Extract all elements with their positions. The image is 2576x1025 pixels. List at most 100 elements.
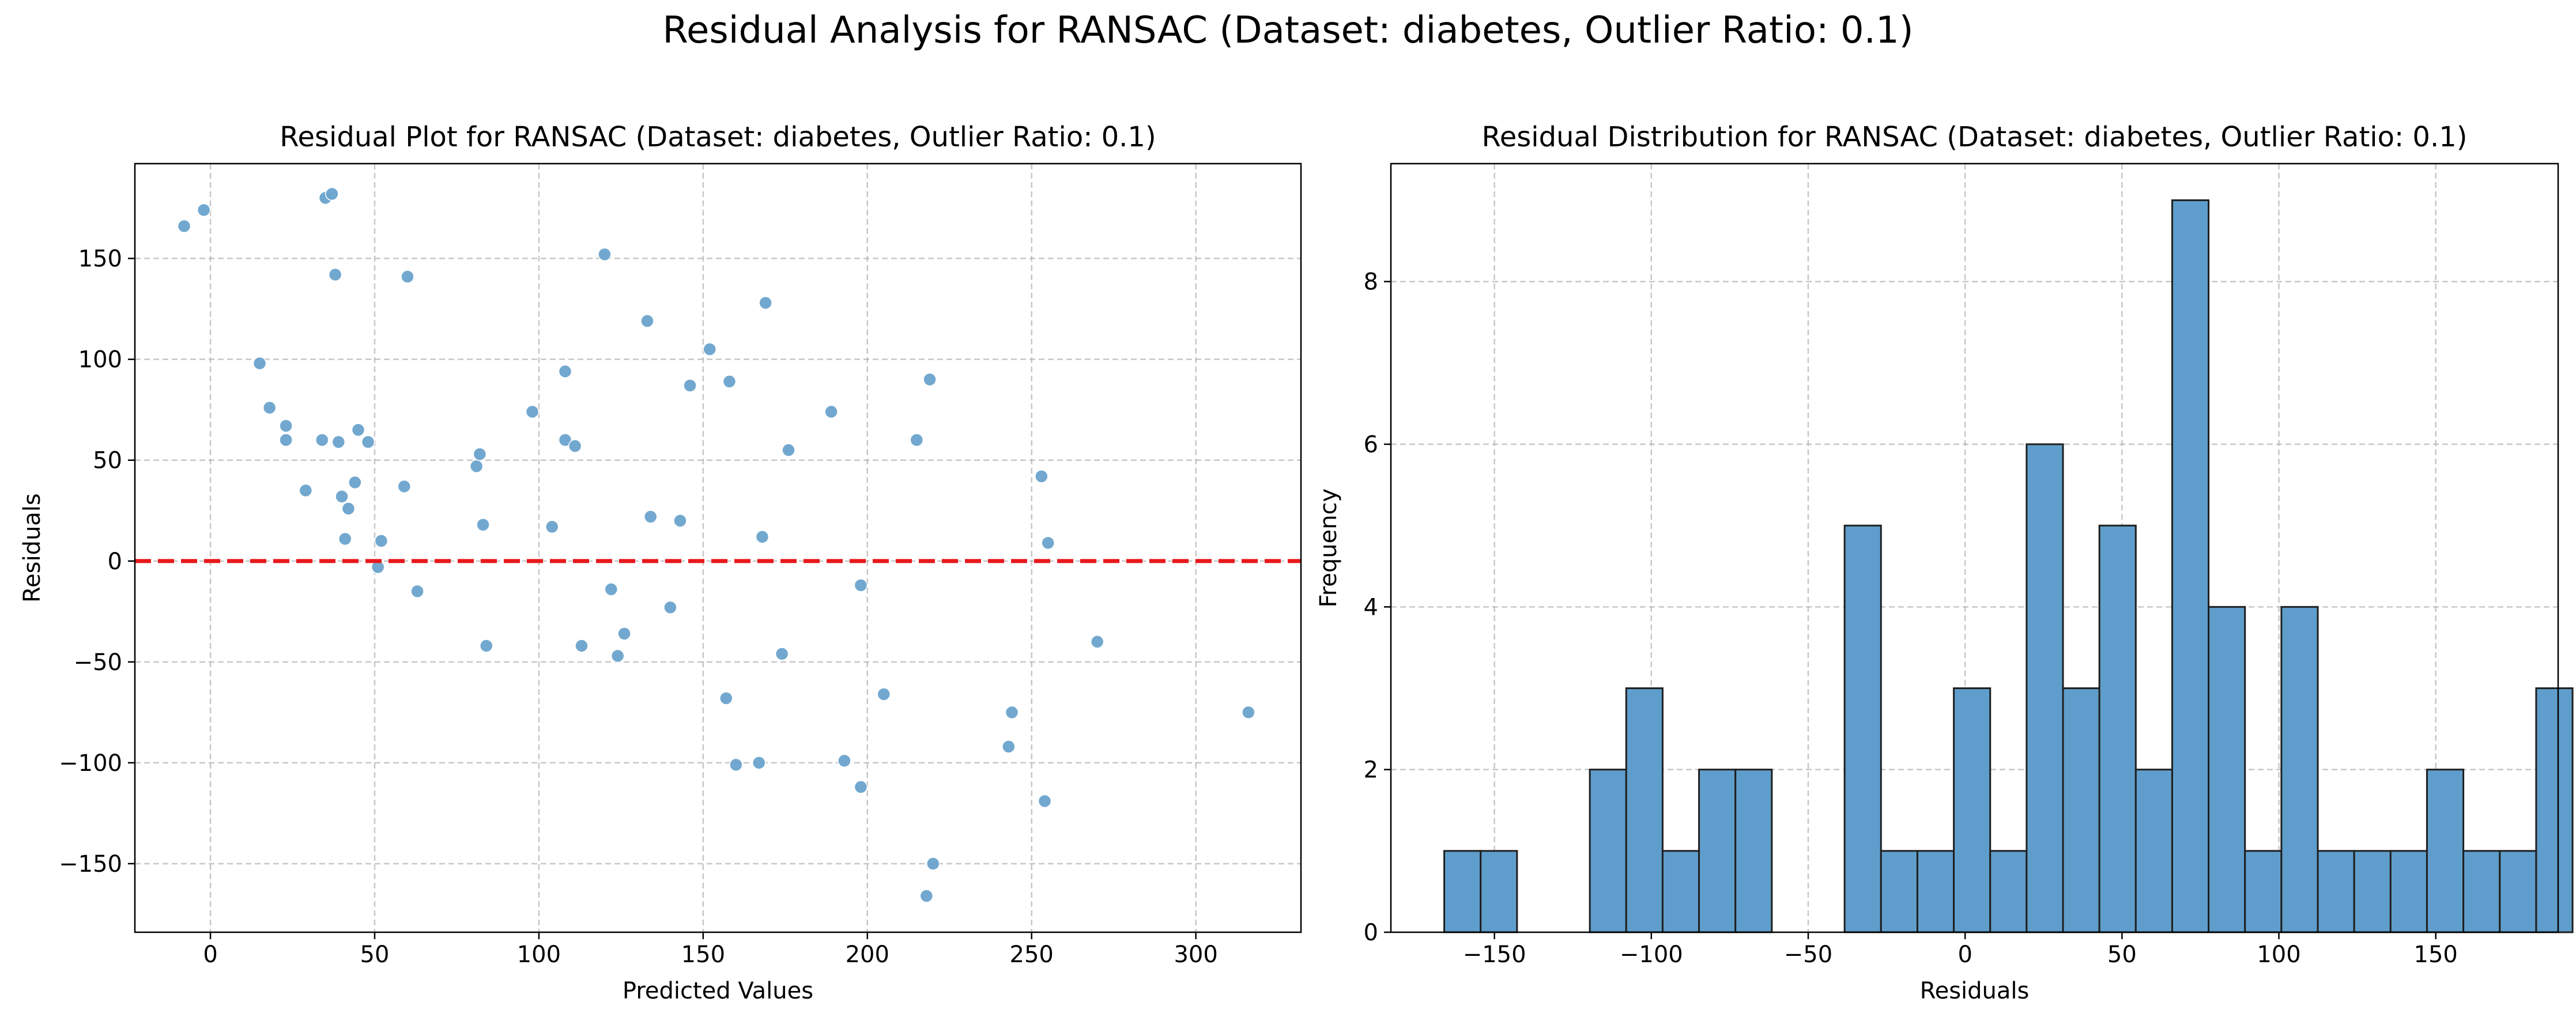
- scatter-point: [824, 404, 838, 419]
- chart-title: Residual Plot for RANSAC (Dataset: diabe…: [280, 121, 1156, 153]
- scatter-point: [374, 534, 389, 548]
- x-tick-label: 200: [846, 941, 889, 968]
- x-tick-label: 50: [2107, 941, 2137, 968]
- residual-histogram-chart: −150 −100 −50 0 50 100 150 0 2 4 6 8 Residual Distri…: [1315, 121, 2574, 1004]
- scatter-point: [673, 513, 687, 528]
- histogram-bar: [2026, 443, 2064, 933]
- histogram-bar: [2535, 687, 2574, 933]
- y-tick-label: 50: [93, 448, 122, 474]
- scatter-point: [252, 356, 267, 370]
- x-tick-label: 250: [1010, 941, 1054, 968]
- scatter-point: [703, 342, 717, 356]
- scatter-point: [1038, 794, 1052, 808]
- scatter-point: [279, 419, 293, 433]
- y-tick-label: −150: [59, 851, 122, 878]
- scatter-point: [328, 267, 342, 282]
- scatter-point: [545, 520, 559, 534]
- histogram-bar: [1734, 769, 1773, 933]
- scatter-point: [410, 584, 424, 599]
- histogram-bar: [2134, 769, 2173, 933]
- histogram-bar: [1480, 850, 1518, 933]
- scatter-point: [1242, 705, 1255, 720]
- histogram-bar: [1443, 850, 1482, 933]
- histogram-bar: [1661, 850, 1700, 933]
- scatter-point: [782, 443, 795, 457]
- scatter-point: [617, 627, 631, 641]
- y-tick-label: 6: [1364, 432, 1378, 458]
- y-tick-label: −100: [59, 750, 122, 777]
- scatter-point: [262, 400, 277, 415]
- plot-frame: [134, 162, 1302, 933]
- scatter-point: [1005, 705, 1019, 720]
- scatter-point: [351, 423, 365, 437]
- scatter-point: [663, 600, 677, 615]
- x-tick-label: 50: [360, 941, 390, 968]
- x-tick-label: 100: [517, 941, 561, 968]
- scatter-point: [568, 439, 582, 453]
- scatter-point: [923, 372, 937, 387]
- scatter-point: [1090, 635, 1104, 649]
- histogram-bar: [2462, 850, 2501, 933]
- scatter-point: [361, 435, 375, 449]
- scatter-point: [643, 509, 658, 524]
- scatter-point: [683, 379, 697, 392]
- y-tick-label: 4: [1364, 594, 1378, 621]
- scatter-point: [719, 691, 733, 705]
- histogram-bar: [2426, 769, 2465, 933]
- scatter-point: [397, 479, 412, 493]
- y-tick-label: 2: [1364, 757, 1378, 784]
- scatter-point: [315, 433, 329, 447]
- x-tick-label: −150: [1463, 941, 1526, 968]
- x-axis-label: Residuals: [1920, 978, 2030, 1004]
- scatter-point: [558, 433, 572, 447]
- scatter-point: [575, 639, 589, 653]
- scatter-point: [335, 489, 349, 504]
- scatter-point: [473, 447, 487, 461]
- scatter-point: [476, 517, 490, 532]
- scatter-point: [177, 219, 191, 233]
- y-tick-label: −50: [74, 649, 122, 676]
- scatter-point: [348, 475, 362, 489]
- scatter-point: [729, 758, 743, 772]
- y-axis-label: Frequency: [1315, 489, 1342, 608]
- histogram-bar: [2353, 850, 2392, 933]
- y-tick-label: 150: [78, 246, 122, 273]
- histogram-bar: [2208, 606, 2246, 933]
- chart-title: Residual Distribution for RANSAC (Datase…: [1482, 121, 2468, 153]
- scatter-point: [722, 375, 737, 388]
- plot-frame: [1390, 162, 2559, 933]
- scatter-point: [279, 433, 293, 447]
- scatter-point: [197, 203, 211, 217]
- x-axis-label: Predicted Values: [623, 978, 813, 1004]
- scatter-point: [525, 404, 540, 419]
- x-tick-label: 0: [203, 941, 217, 968]
- histogram-bar: [1880, 850, 1918, 933]
- scatter-point: [325, 187, 339, 201]
- scatter-point: [331, 435, 346, 449]
- histogram-bar: [1698, 769, 1737, 933]
- scatter-point: [775, 647, 789, 661]
- histogram-bar: [2098, 524, 2137, 933]
- x-tick-label: 300: [1174, 941, 1217, 968]
- scatter-point: [1041, 536, 1055, 550]
- residual-scatter-chart: 0 50 100 150 200 250 300 −150 −100 −50 0 50 100 150 Re…: [19, 121, 1302, 1004]
- figure-title: Residual Analysis for RANSAC (Dataset: d…: [662, 9, 1914, 52]
- scatter-point: [1002, 740, 1016, 754]
- histogram-bar: [1589, 769, 1627, 933]
- y-axis-label: Residuals: [19, 493, 46, 603]
- y-tick-label: 8: [1364, 269, 1378, 296]
- scatter-point: [755, 529, 770, 544]
- scatter-point: [759, 296, 772, 310]
- scatter-point: [910, 433, 924, 447]
- scatter-point: [752, 756, 766, 770]
- x-tick-label: 150: [2414, 941, 2458, 968]
- scatter-point: [854, 780, 868, 794]
- scatter-point: [640, 314, 654, 328]
- scatter-point: [469, 459, 484, 473]
- scatter-point: [838, 754, 851, 768]
- scatter-point: [558, 364, 572, 379]
- scatter-point: [877, 687, 891, 701]
- x-tick-label: 150: [681, 941, 725, 968]
- y-tick-label: 0: [108, 549, 122, 575]
